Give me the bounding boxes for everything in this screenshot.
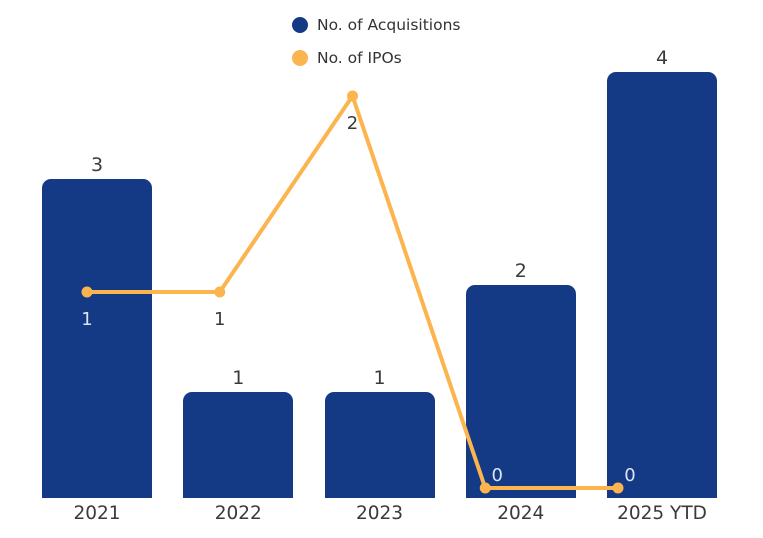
x-axis-label-2025-ytd: 2025 YTD (617, 503, 707, 524)
bar-2021 (42, 178, 152, 498)
x-axis-label-2022: 2022 (214, 503, 262, 524)
line-point-label: 1 (214, 309, 226, 330)
legend-item-ipos: No. of IPOs (292, 48, 461, 67)
line-point-marker (214, 286, 226, 298)
line-point-label: 0 (624, 465, 636, 486)
bar-2025-ytd (607, 72, 717, 498)
bar-2022 (183, 391, 294, 498)
legend-label-ipos: No. of IPOs (317, 48, 402, 67)
ipos-legend-dot-icon (292, 49, 308, 66)
bar-value-label: 1 (232, 366, 245, 389)
line-point-marker (347, 90, 358, 102)
bar-value-label: 3 (90, 153, 104, 176)
chart-legend: No. of Acquisitions No. of IPOs (292, 16, 461, 82)
bar-value-label: 4 (655, 47, 669, 70)
x-axis-label-2023: 2023 (355, 503, 404, 524)
bar-2024 (465, 285, 576, 498)
x-axis-label-2021: 2021 (73, 503, 121, 524)
line-point-label: 1 (81, 309, 93, 330)
bar-value-label: 2 (514, 260, 527, 283)
legend-item-acquisitions: No. of Acquisitions (292, 15, 461, 34)
acquisitions-legend-dot-icon (292, 16, 308, 33)
bar-2023 (324, 391, 435, 498)
legend-label-acquisitions: No. of Acquisitions (317, 15, 461, 34)
line-point-label: 0 (491, 465, 503, 486)
x-axis-label-2024: 2024 (497, 503, 545, 524)
line-point-label: 2 (346, 113, 359, 134)
bar-value-label: 1 (373, 366, 386, 389)
